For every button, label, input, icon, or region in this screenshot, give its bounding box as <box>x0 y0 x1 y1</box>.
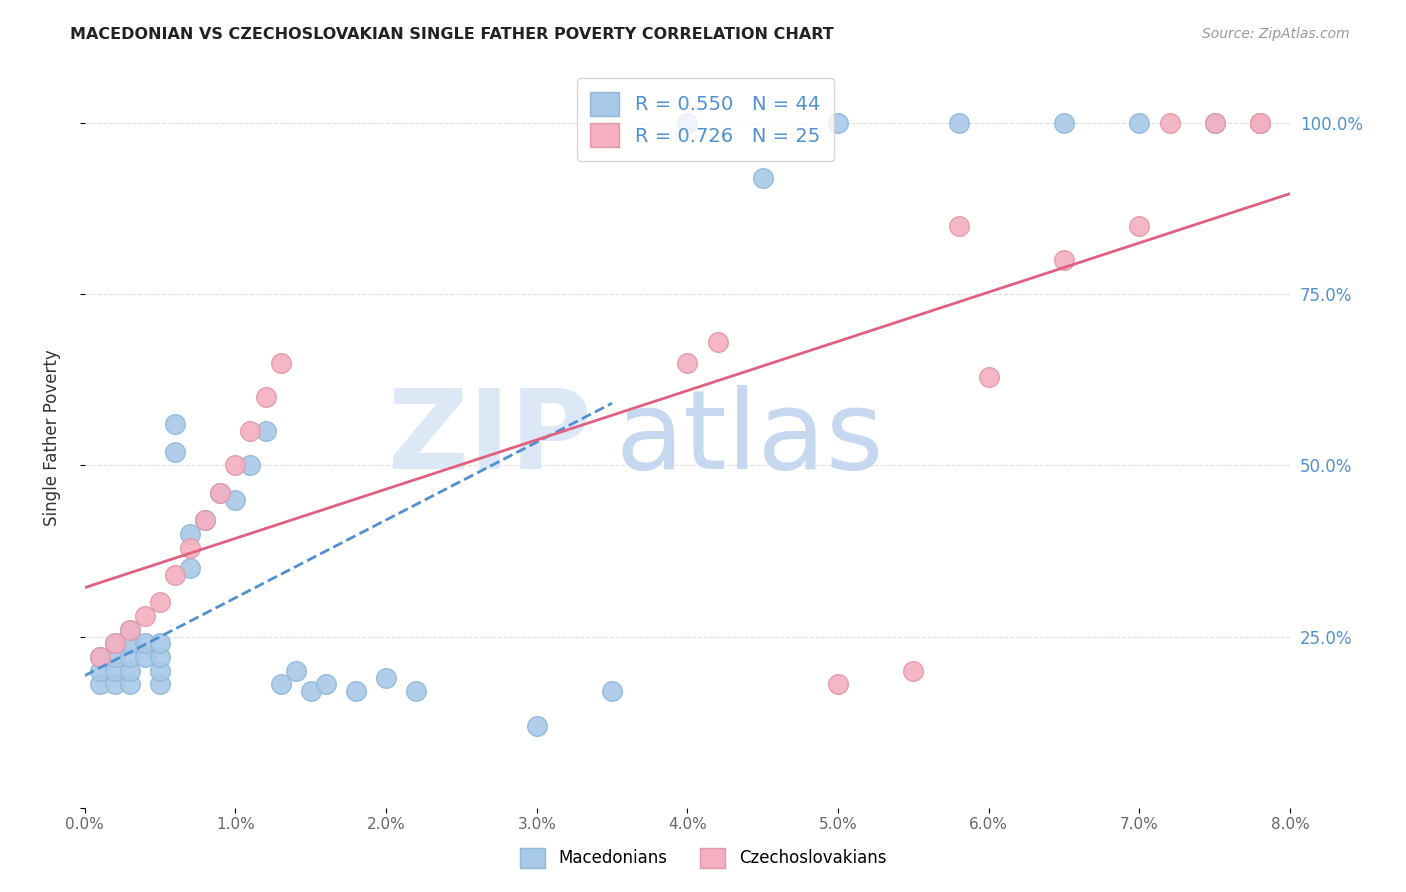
Point <box>149 650 172 665</box>
Point <box>89 677 111 691</box>
Point <box>827 116 849 130</box>
Point <box>526 718 548 732</box>
Point <box>89 664 111 678</box>
Point <box>315 677 337 691</box>
Point <box>194 513 217 527</box>
Point <box>1204 116 1226 130</box>
Legend: Macedonians, Czechoslovakians: Macedonians, Czechoslovakians <box>513 841 893 875</box>
Point <box>118 677 141 691</box>
Point <box>149 677 172 691</box>
Point <box>209 486 232 500</box>
Text: Source: ZipAtlas.com: Source: ZipAtlas.com <box>1202 27 1350 41</box>
Point <box>948 219 970 233</box>
Point <box>752 171 775 186</box>
Point <box>224 458 246 473</box>
Point <box>104 650 127 665</box>
Point <box>1249 116 1271 130</box>
Point <box>89 650 111 665</box>
Point <box>104 664 127 678</box>
Point <box>165 568 187 582</box>
Point <box>134 609 156 624</box>
Text: MACEDONIAN VS CZECHOSLOVAKIAN SINGLE FATHER POVERTY CORRELATION CHART: MACEDONIAN VS CZECHOSLOVAKIAN SINGLE FAT… <box>70 27 834 42</box>
Point <box>118 623 141 637</box>
Point <box>270 677 292 691</box>
Point <box>270 356 292 370</box>
Text: atlas: atlas <box>614 384 883 491</box>
Point <box>118 623 141 637</box>
Point <box>676 356 699 370</box>
Point <box>179 541 201 555</box>
Point <box>977 369 1000 384</box>
Point <box>676 116 699 130</box>
Point <box>134 650 156 665</box>
Point <box>1128 219 1150 233</box>
Point <box>1249 116 1271 130</box>
Point <box>706 335 728 350</box>
Point <box>344 684 367 698</box>
Point <box>134 636 156 650</box>
Point <box>254 424 277 438</box>
Point <box>1053 116 1076 130</box>
Point <box>209 486 232 500</box>
Point <box>1053 253 1076 268</box>
Point <box>179 561 201 575</box>
Point <box>1204 116 1226 130</box>
Point <box>104 677 127 691</box>
Point <box>299 684 322 698</box>
Point <box>194 513 217 527</box>
Point <box>165 417 187 432</box>
Point <box>254 390 277 404</box>
Point <box>284 664 307 678</box>
Point <box>827 677 849 691</box>
Y-axis label: Single Father Poverty: Single Father Poverty <box>44 350 60 526</box>
Point <box>89 650 111 665</box>
Point <box>149 595 172 609</box>
Point <box>1159 116 1181 130</box>
Point <box>405 684 427 698</box>
Legend: R = 0.550   N = 44, R = 0.726   N = 25: R = 0.550 N = 44, R = 0.726 N = 25 <box>576 78 834 161</box>
Point <box>1249 116 1271 130</box>
Point <box>239 458 262 473</box>
Point <box>118 650 141 665</box>
Point <box>118 664 141 678</box>
Point <box>600 684 623 698</box>
Point <box>903 664 925 678</box>
Text: ZIP: ZIP <box>388 384 591 491</box>
Point <box>1128 116 1150 130</box>
Point <box>948 116 970 130</box>
Point <box>118 636 141 650</box>
Point <box>179 527 201 541</box>
Point <box>149 636 172 650</box>
Point <box>224 492 246 507</box>
Point <box>165 444 187 458</box>
Point <box>104 636 127 650</box>
Point <box>375 671 398 685</box>
Point <box>239 424 262 438</box>
Point <box>149 664 172 678</box>
Point <box>104 636 127 650</box>
